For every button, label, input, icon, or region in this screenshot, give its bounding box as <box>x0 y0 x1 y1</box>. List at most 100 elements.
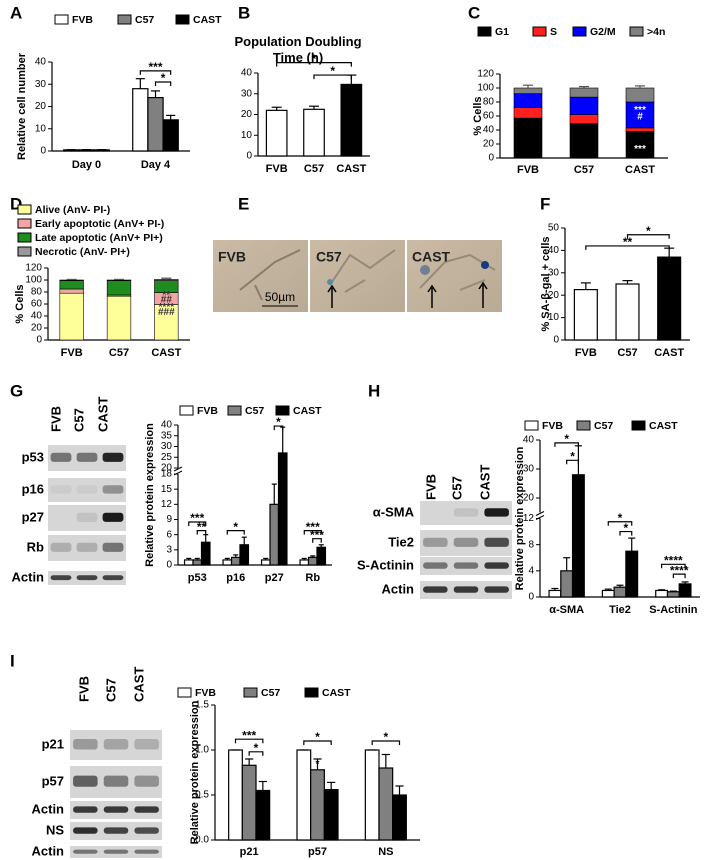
y-tick-label: 40 <box>241 68 253 79</box>
significance-bracket <box>619 530 633 536</box>
legend-label: Late apoptotic (AnV+ PI+) <box>35 232 163 244</box>
bar <box>255 789 271 841</box>
significance-label: *** <box>242 728 256 742</box>
stack-segment <box>59 288 84 294</box>
blot-row-label: S-Actinin <box>357 557 414 572</box>
bar <box>147 96 164 152</box>
y-tick-label: 30 <box>548 267 560 278</box>
bar <box>222 559 233 566</box>
y-tick-label: 40 <box>483 125 495 136</box>
significance-label: ** <box>623 235 633 249</box>
bar <box>340 83 363 157</box>
y-tick-label: 25 <box>161 452 173 463</box>
significance-bracket <box>607 521 633 526</box>
blot-band <box>50 485 72 494</box>
significance-label: * <box>624 521 629 535</box>
stain <box>481 261 489 269</box>
significance-bracket <box>139 70 172 75</box>
blot-band <box>453 562 479 569</box>
panel-letter: A <box>10 3 22 22</box>
bar <box>307 556 318 566</box>
bar <box>571 474 585 598</box>
bar <box>132 88 149 152</box>
x-tick-label: Tie2 <box>609 604 631 616</box>
significance-label: ### <box>158 307 175 318</box>
legend-label: S <box>550 26 557 38</box>
legend-swatch <box>532 26 547 37</box>
y-tick-label: 100 <box>477 83 494 94</box>
stack-segment <box>513 87 543 94</box>
legend-label: Necrotic (AnV- PI+) <box>35 246 130 258</box>
bar <box>296 749 312 841</box>
significance-label: *** <box>190 511 204 525</box>
significance-label: * <box>330 64 335 78</box>
blot-band <box>484 508 509 517</box>
blot-row-label: p57 <box>42 773 64 788</box>
y-tick-label: 40 <box>35 57 47 68</box>
y-tick-label: 60 <box>483 111 495 122</box>
significance-bracket <box>313 74 352 80</box>
bar <box>162 119 179 152</box>
x-tick-label: p21 <box>240 846 259 858</box>
y-tick-label: 18 <box>161 469 173 480</box>
significance-bracket <box>234 738 264 744</box>
axis-break <box>174 468 182 474</box>
y-tick-label: 100 <box>25 275 42 286</box>
x-tick-label: p16 <box>226 572 245 584</box>
y-axis-label: % Cells <box>472 96 484 135</box>
bar <box>316 546 327 566</box>
blot-row-label: Actin <box>32 801 65 816</box>
blot-strip <box>48 478 126 502</box>
legend-label: C57 <box>261 687 280 699</box>
blot-row-label: p53 <box>22 449 44 464</box>
bar <box>378 767 394 841</box>
legend-swatch <box>177 687 192 698</box>
x-tick-label: p27 <box>265 572 284 584</box>
bar <box>310 769 325 841</box>
y-axis-label: Relative cell number <box>16 52 28 160</box>
stack-segment <box>625 131 655 159</box>
stack-segment <box>569 114 599 124</box>
y-tick-label: 10 <box>241 130 253 141</box>
significance-label: * <box>315 730 320 744</box>
significance-label: *** <box>634 105 646 116</box>
micrograph <box>310 240 405 312</box>
blot-band <box>76 452 98 462</box>
axis-break <box>536 512 544 519</box>
legend-swatch <box>629 26 644 37</box>
blot-band <box>134 849 159 854</box>
significance-bracket <box>248 751 264 756</box>
y-tick-label: 30 <box>241 88 253 99</box>
significance-label: *** <box>634 144 646 155</box>
x-tick-label: FVB <box>61 347 83 359</box>
significance-bracket <box>585 245 670 250</box>
blot-band <box>134 775 159 787</box>
blot-band <box>76 512 98 522</box>
x-tick-label: p57 <box>308 846 327 858</box>
stack-segment <box>513 117 543 159</box>
blot-band <box>103 849 129 854</box>
legend-swatch <box>54 14 69 25</box>
significance-bracket <box>303 530 322 535</box>
legend-label: C57 <box>135 14 154 26</box>
stack-segment <box>625 127 655 132</box>
legend-swatch <box>477 26 492 37</box>
significance-bracket <box>196 530 207 535</box>
cell-shape <box>239 249 301 301</box>
y-tick-label: 0.5 <box>195 790 209 801</box>
x-tick-label: CAST <box>625 164 655 176</box>
stack-segment <box>569 123 599 159</box>
arrow <box>478 281 488 308</box>
lane-label: C57 <box>103 678 118 702</box>
significance-label: ** <box>197 520 207 534</box>
panel-letter: H <box>368 381 380 400</box>
x-tick-label: C57 <box>109 347 129 359</box>
blot-band <box>103 827 129 834</box>
stain <box>420 265 430 275</box>
blot-band <box>134 806 159 813</box>
blot-band <box>73 849 98 854</box>
x-tick-label: FVB <box>575 347 597 359</box>
blot-band <box>134 827 159 834</box>
